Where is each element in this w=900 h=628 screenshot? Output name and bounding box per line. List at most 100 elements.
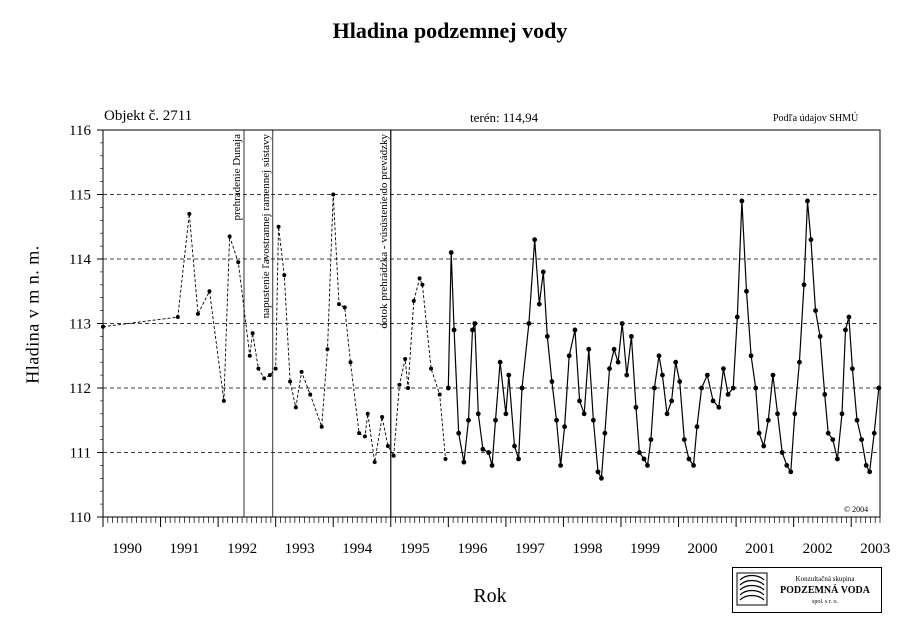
data-point <box>822 392 828 397</box>
data-point <box>331 192 336 197</box>
data-point <box>770 372 776 378</box>
terrain-label: terén: 114,94 <box>470 110 539 125</box>
x-axis-label: Rok <box>473 585 507 607</box>
x-tick-label: 1993 <box>285 541 315 557</box>
data-point <box>549 379 555 384</box>
data-point <box>456 430 462 436</box>
data-point <box>544 334 550 339</box>
data-point <box>651 385 657 391</box>
data-point <box>648 437 654 442</box>
data-point <box>805 198 810 204</box>
x-tick-label: 1995 <box>400 541 430 557</box>
data-point <box>808 237 814 243</box>
data-point <box>411 298 416 303</box>
data-point <box>372 460 377 465</box>
data-point <box>577 398 582 404</box>
data-point <box>704 372 710 378</box>
logo-line-1: Konzultačná skupina <box>795 575 855 583</box>
data-point <box>519 385 525 391</box>
data-point <box>536 301 542 307</box>
data-point <box>849 366 855 372</box>
data-point <box>365 411 370 416</box>
data-point <box>788 469 794 475</box>
data-point <box>681 437 687 442</box>
y-tick-label: 115 <box>69 188 91 204</box>
data-point <box>721 366 726 372</box>
annotation-label: napustenie ľavostrannej ramennej sústavy <box>260 134 272 319</box>
data-point <box>673 359 679 365</box>
data-point <box>516 456 521 462</box>
data-point <box>308 392 313 397</box>
data-point <box>825 430 831 436</box>
data-point <box>694 424 700 430</box>
data-point <box>325 347 330 352</box>
data-point <box>380 415 385 420</box>
data-point <box>362 434 367 439</box>
data-point <box>615 359 621 365</box>
data-point <box>599 475 604 481</box>
data-point <box>486 450 492 455</box>
data-point <box>677 379 683 384</box>
x-tick-label: 2002 <box>803 541 833 557</box>
data-point <box>493 417 498 423</box>
data-point <box>595 469 601 475</box>
data-point <box>624 372 630 378</box>
data-point <box>699 385 704 391</box>
data-point <box>756 430 762 436</box>
data-point <box>385 444 390 449</box>
x-tick-label: 1990 <box>112 541 142 557</box>
data-point <box>602 430 608 436</box>
x-tick-label: 2003 <box>860 541 890 557</box>
data-point <box>558 463 563 468</box>
x-tick-label: 1998 <box>572 541 602 557</box>
data-point <box>506 372 512 378</box>
logo-line-2: PODZEMNÁ VODA <box>780 585 870 596</box>
data-point <box>586 346 592 352</box>
data-point <box>397 382 402 387</box>
chart-title: Hladina podzemnej vody <box>332 18 568 43</box>
data-point <box>835 456 840 462</box>
data-point <box>867 469 873 475</box>
x-tick-label: 2000 <box>688 541 718 557</box>
data-point <box>250 331 255 336</box>
data-point <box>336 302 341 307</box>
data-point <box>475 411 481 417</box>
copyright-label: © 2004 <box>844 505 869 514</box>
data-point <box>572 327 578 333</box>
data-point <box>710 398 716 404</box>
data-point <box>656 353 662 359</box>
series-line <box>102 194 446 463</box>
annotation-label: prehradenie Dunaja <box>231 134 243 221</box>
data-point <box>429 366 434 371</box>
logo-line-3: spol. s r. o. <box>811 599 838 605</box>
data-point <box>753 385 759 391</box>
data-point <box>403 356 408 361</box>
y-tick-label: 111 <box>70 446 91 462</box>
data-point <box>761 443 767 449</box>
data-point <box>236 260 241 265</box>
data-point <box>645 463 650 468</box>
data-point <box>227 234 232 239</box>
y-tick-label: 113 <box>69 317 91 333</box>
data-point <box>633 404 639 410</box>
x-tick-label: 1992 <box>227 541 257 557</box>
data-point <box>590 417 596 423</box>
data-point <box>730 385 736 391</box>
data-point <box>830 437 836 442</box>
data-point <box>801 282 807 288</box>
data-point <box>342 305 347 310</box>
data-point <box>637 450 642 455</box>
data-point <box>744 288 749 294</box>
data-point <box>451 327 457 333</box>
y-axis-label: Hladina v m n. m. <box>22 245 43 384</box>
data-point <box>299 369 304 374</box>
data-point <box>854 417 860 423</box>
data-point <box>839 411 845 417</box>
data-point <box>437 392 442 397</box>
data-point <box>686 456 692 462</box>
data-point <box>489 463 495 468</box>
data-point <box>725 392 731 397</box>
data-point <box>554 417 559 423</box>
data-point <box>863 463 869 468</box>
data-point <box>669 398 675 404</box>
